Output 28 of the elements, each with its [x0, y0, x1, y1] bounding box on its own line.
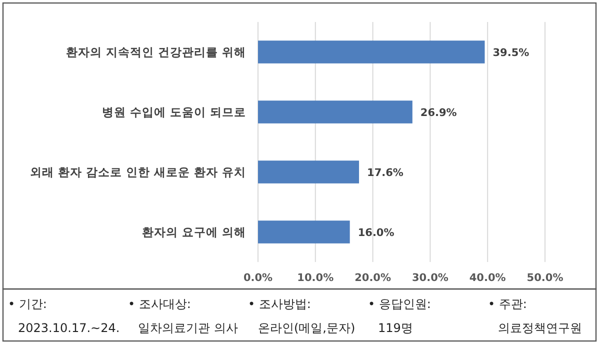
- data-label: 16.0%: [358, 227, 395, 239]
- x-tick-label: 0.0%: [243, 272, 274, 284]
- text: • 조사방법:: [248, 297, 311, 311]
- text: 119명: [378, 321, 413, 335]
- x-tick-label: 50.0%: [526, 272, 564, 284]
- bar: [258, 40, 485, 64]
- bar: [258, 220, 350, 244]
- text: • 주관:: [488, 297, 527, 311]
- x-tick-label: 10.0%: [297, 272, 334, 284]
- text: • 기간:: [8, 297, 47, 311]
- data-label: 26.9%: [420, 107, 458, 119]
- y-tick-label: 외래 환자 감소로 인한 새로운 환자 유치: [30, 165, 246, 179]
- text: 2023.10.17.~24.: [18, 321, 120, 335]
- y-tick-label: 환자의 요구에 의해: [142, 225, 246, 239]
- text: • 응답인원:: [368, 297, 431, 311]
- text: 의료정책연구원: [498, 321, 582, 335]
- x-tick-label: 40.0%: [469, 272, 506, 284]
- data-label: 17.6%: [367, 167, 404, 179]
- x-tick-label: 30.0%: [412, 272, 449, 284]
- y-tick-label: 환자의 지속적인 건강관리를 위해: [66, 45, 246, 59]
- data-label: 39.5%: [492, 47, 530, 59]
- bar: [258, 160, 360, 184]
- bar: [258, 100, 412, 124]
- text: • 조사대상:: [128, 297, 191, 311]
- x-tick-label: 20.0%: [354, 272, 392, 284]
- text: 일차의료기관 의사: [138, 321, 238, 335]
- y-tick-label: 병원 수입에 도움이 되므로: [102, 105, 246, 119]
- text: 온라인(메일,문자): [258, 321, 356, 335]
